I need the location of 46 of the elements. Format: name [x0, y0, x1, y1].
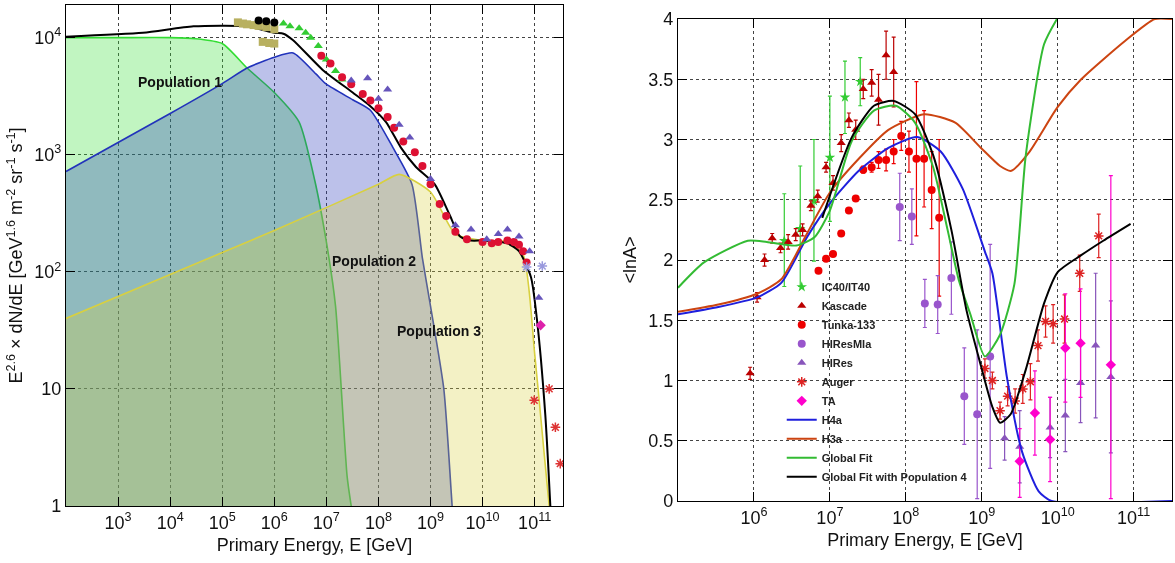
x-tick-label: 10$^{8}$ [364, 510, 392, 533]
x-tick-label: 10$^{7}$ [312, 510, 340, 533]
x-tick-label: 10$^{11}$ [1117, 505, 1151, 528]
legend-label: HIResMIa [821, 338, 873, 351]
y-tick-label: 10$^{4}$ [34, 25, 62, 48]
y-axis-title: <lnA> [620, 236, 641, 284]
x-tick-label: 10$^{9}$ [417, 510, 445, 533]
annotation: Population 3 [397, 323, 482, 339]
y-tick-label: 3 [663, 129, 674, 150]
x-tick-label: 10$^{10}$ [1040, 505, 1075, 528]
y-tick-label: 2.5 [648, 190, 674, 211]
x-axis-title: Primary Energy, E [GeV] [216, 534, 413, 555]
legend-label: H4a [821, 414, 843, 427]
annotation: Population 1 [138, 74, 223, 90]
y-tick-label: 1 [663, 370, 674, 391]
legend-label: Auger [821, 376, 855, 389]
x-tick-label: 10$^{5}$ [208, 510, 236, 533]
y-tick-label: 10 [41, 379, 62, 400]
x-tick-label: 10$^{6}$ [740, 505, 768, 528]
y-tick-label: 10$^{2}$ [34, 259, 62, 283]
legend-label: Tunka-133 [821, 319, 876, 332]
y-tick-label: 1 [51, 496, 62, 517]
y-tick-label: 2 [663, 250, 674, 271]
x-tick-label: 10$^{3}$ [104, 510, 132, 533]
y-tick-label: 1.5 [648, 310, 674, 331]
legend-label: TA [821, 395, 836, 408]
legend-label: HIRes [821, 357, 853, 370]
x-tick-label: 10$^{10}$ [465, 510, 500, 533]
y-tick-label: 10$^{3}$ [34, 142, 62, 166]
y-tick-label: 0.5 [648, 431, 674, 452]
x-tick-label: 10$^{6}$ [260, 510, 288, 533]
legend-label: IC40/IT40 [821, 281, 871, 294]
legend-label: Kascade [821, 300, 868, 313]
legend-label: H3a [821, 433, 843, 446]
x-tick-label: 10$^{11}$ [518, 510, 552, 533]
x-axis-title: Primary Energy, E [GeV] [827, 529, 1023, 550]
y-tick-label: 0 [663, 491, 674, 512]
legend-label: Global Fit [821, 452, 873, 465]
x-tick-label: 10$^{7}$ [816, 505, 844, 528]
y-tick-label: 3.5 [648, 69, 674, 90]
x-tick-label: 10$^{9}$ [968, 505, 996, 528]
legend-label: Global Fit with Population 4 [821, 471, 968, 484]
y-tick-label: 4 [663, 9, 674, 30]
x-tick-label: 10$^{8}$ [892, 505, 920, 528]
annotation: Population 2 [332, 253, 417, 269]
x-tick-label: 10$^{4}$ [156, 510, 184, 533]
